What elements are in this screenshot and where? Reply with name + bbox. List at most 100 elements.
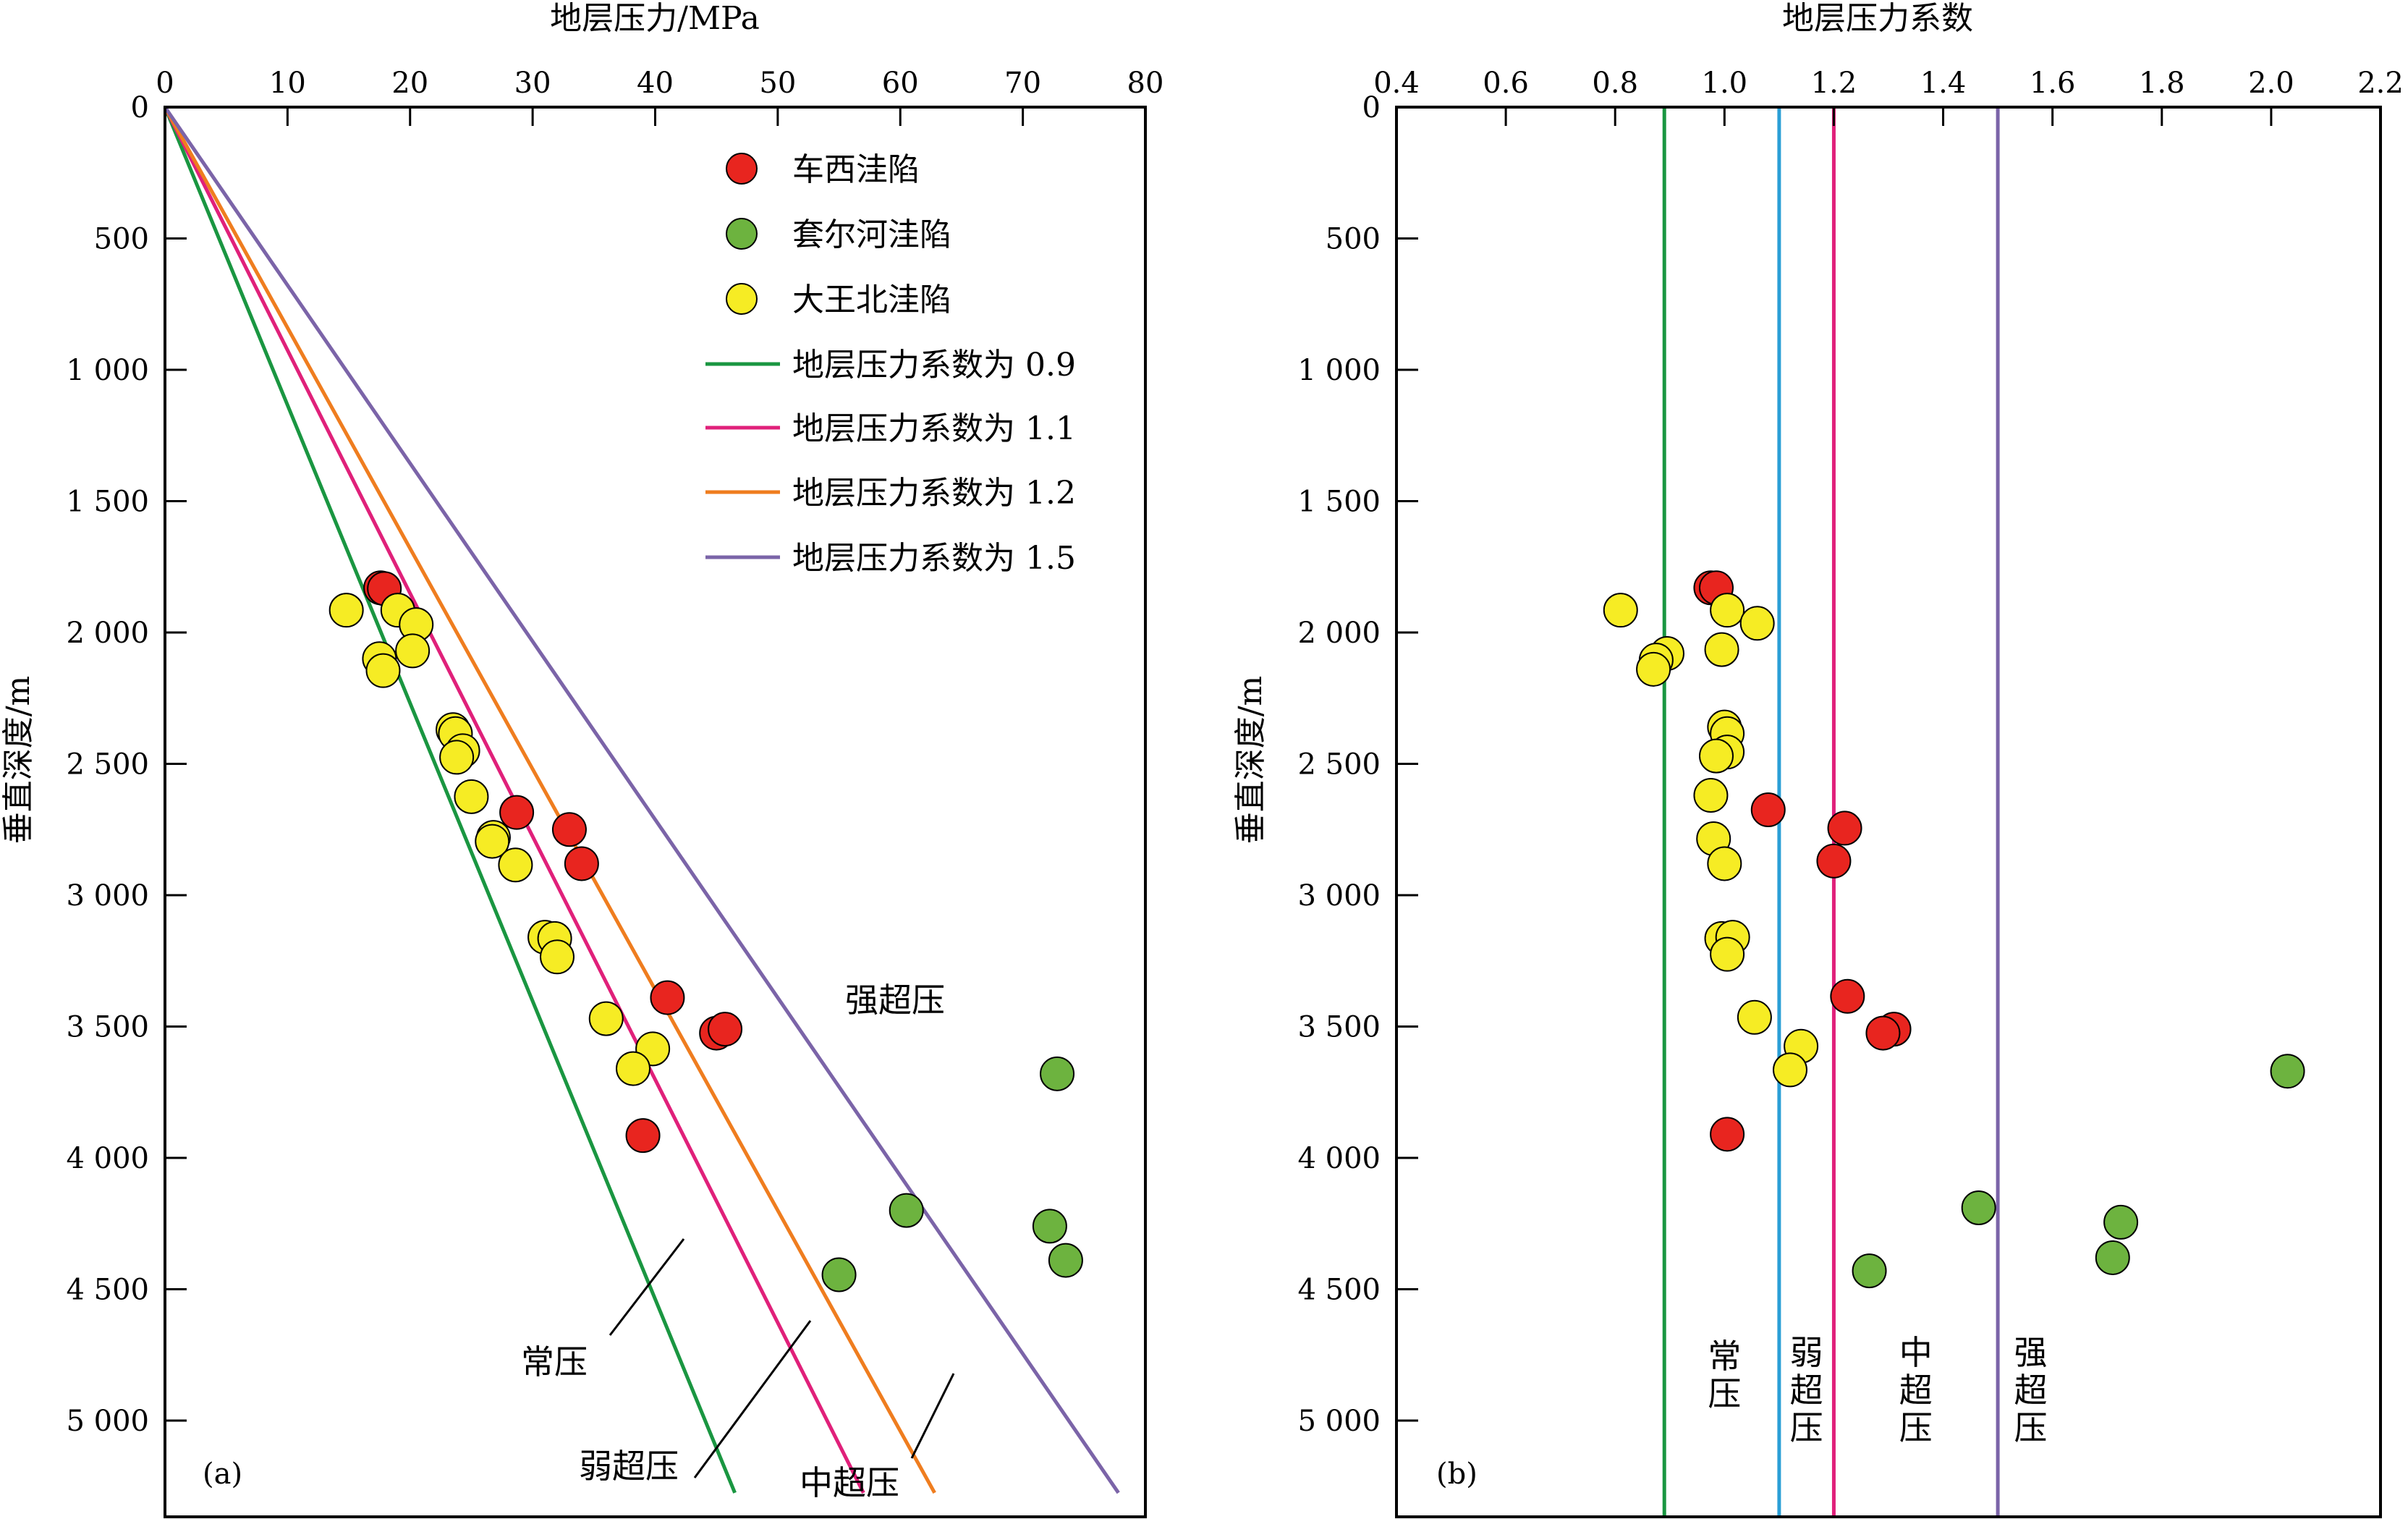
- pointer-medium: [910, 1373, 955, 1459]
- x-tick-label: 1.6: [2030, 67, 2076, 100]
- point-taoerhe: [1852, 1253, 1887, 1289]
- point-taoerhe: [1961, 1190, 1996, 1225]
- x-tick-label: 2.0: [2248, 67, 2294, 100]
- panel-b-x-ticks: 0.4 0.6 0.8 1.0 1.2 1.4 1.6 1.8 2.0 2.2: [1373, 67, 2404, 126]
- point-dawangbei: [540, 939, 575, 975]
- point-dawangbei: [616, 1051, 651, 1086]
- point-chexi: [564, 846, 599, 881]
- panel-b-y-ticks: 0 500 1 000 1 500 2 000 2 500 3 000 3 500 4 000 4…: [1297, 91, 1418, 1438]
- annot-b-normal-pressure: 常压: [1708, 1337, 1741, 1413]
- point-dawangbei: [588, 1001, 624, 1036]
- panel-b-label: (b): [1436, 1457, 1478, 1491]
- point-chexi: [499, 795, 535, 830]
- panel-b-y-title: 垂直深度/m: [1232, 676, 1269, 845]
- x-tick-label: 2.2: [2357, 67, 2404, 100]
- annot-char: 压: [2014, 1408, 2047, 1447]
- point-chexi: [551, 812, 587, 847]
- y-tick-label: 4 000: [66, 1142, 149, 1175]
- y-tick-label: 1 500: [1297, 486, 1381, 519]
- legend-label-taoerhe: 套尔河洼陷: [792, 216, 951, 253]
- point-dawangbei: [439, 740, 475, 775]
- point-chexi: [708, 1012, 743, 1047]
- y-tick-label: 5 000: [66, 1405, 149, 1438]
- annot-char: 超: [1899, 1371, 1933, 1410]
- x-tick-label: 30: [514, 67, 551, 100]
- panel-b-plot-frame: [1395, 106, 2382, 1518]
- point-dawangbei: [1739, 606, 1775, 641]
- y-tick-label: 1 500: [66, 486, 149, 519]
- annot-normal-pressure: 常压: [521, 1342, 588, 1382]
- annot-char: 超: [2014, 1371, 2047, 1410]
- point-taoerhe: [2095, 1240, 2130, 1275]
- annot-char: 超: [1790, 1371, 1823, 1410]
- annot-char: 压: [1899, 1408, 1933, 1447]
- point-chexi: [650, 980, 685, 1015]
- x-tick-label: 0.4: [1373, 67, 1420, 100]
- line-coef-0-9: [163, 106, 737, 1494]
- panel-a-y-title: 垂直深度/m: [0, 676, 37, 845]
- point-chexi: [1865, 1015, 1901, 1051]
- x-tick-label: 1.4: [1920, 67, 1967, 100]
- y-tick-label: 4 500: [1297, 1274, 1381, 1307]
- y-tick-label: 2 000: [1297, 617, 1381, 650]
- line-coef-1-5: [163, 106, 1120, 1494]
- x-tick-label: 20: [391, 67, 428, 100]
- y-tick-label: 0: [131, 91, 149, 124]
- y-tick-label: 3 500: [1297, 1011, 1381, 1044]
- x-tick-label: 40: [637, 67, 674, 100]
- y-tick-label: 3 500: [66, 1011, 149, 1044]
- annot-char: 强: [2014, 1333, 2047, 1372]
- point-dawangbei: [365, 653, 401, 688]
- point-dawangbei: [328, 593, 364, 628]
- panel-b-data-points: [1603, 570, 2305, 1289]
- point-taoerhe: [1048, 1243, 1083, 1278]
- point-dawangbei: [454, 779, 489, 814]
- y-tick-label: 4 000: [1297, 1142, 1381, 1175]
- x-tick-label: 70: [1004, 67, 1041, 100]
- panel-b: 地层压力系数 垂直深度/m 0.4 0.6 0.8 1.0 1.2 1.4 1.6 1.8 2.…: [1232, 0, 2404, 1518]
- point-chexi: [1750, 792, 1786, 828]
- annot-char: 压: [1708, 1374, 1741, 1413]
- x-tick-label: 1.8: [2139, 67, 2185, 100]
- line-coef-1-2: [163, 106, 936, 1494]
- point-dawangbei: [498, 847, 533, 883]
- point-dawangbei: [1636, 651, 1671, 687]
- annot-b-medium-overpressure: 中超压: [1899, 1333, 1933, 1447]
- y-tick-label: 1 000: [1297, 354, 1381, 387]
- pointer-weak: [693, 1320, 812, 1478]
- y-tick-label: 2 500: [1297, 748, 1381, 782]
- x-tick-label: 1.2: [1811, 67, 1857, 100]
- point-dawangbei: [1699, 738, 1734, 774]
- x-tick-label: 1.0: [1702, 67, 1748, 100]
- point-dawangbei: [1693, 778, 1729, 813]
- panel-a-label: (a): [203, 1457, 242, 1491]
- point-chexi: [1827, 811, 1862, 846]
- annot-char: 常: [1708, 1337, 1741, 1376]
- panel-b-annotations: 常压 弱超压 中超压 强超压: [1708, 1333, 2047, 1447]
- panel-a-y-ticks: 0 500 1 000 1 500 2 000 2 500 3 000 3 500 4 000 4…: [66, 91, 187, 1438]
- y-tick-label: 5 000: [1297, 1405, 1381, 1438]
- legend-label-coef-1-5: 地层压力系数为 1.5: [792, 540, 1076, 577]
- legend-label-coef-0-9: 地层压力系数为 0.9: [792, 347, 1076, 384]
- annot-char: 压: [1790, 1408, 1823, 1447]
- point-chexi: [1830, 978, 1865, 1014]
- point-dawangbei: [1707, 846, 1742, 881]
- point-taoerhe: [1040, 1056, 1075, 1091]
- point-taoerhe: [889, 1193, 924, 1228]
- panel-b-x-title: 地层压力系数: [1782, 0, 1973, 37]
- x-tick-label: 0.8: [1592, 67, 1638, 100]
- panel-a-data-points: [328, 570, 1083, 1292]
- point-chexi: [1816, 843, 1852, 879]
- y-tick-label: 0: [1362, 91, 1381, 124]
- point-dawangbei: [1710, 593, 1745, 628]
- y-tick-label: 1 000: [66, 354, 149, 387]
- y-tick-label: 4 500: [66, 1274, 149, 1307]
- x-tick-label: 10: [269, 67, 306, 100]
- annot-char: 中: [1899, 1333, 1933, 1372]
- x-tick-label: 50: [759, 67, 796, 100]
- annot-weak-overpressure: 弱超压: [579, 1447, 679, 1486]
- point-dawangbei: [475, 824, 510, 859]
- panel-a-annotations: 强超压 常压 弱超压 中超压: [521, 981, 955, 1502]
- legend-marker-chexi: [726, 153, 758, 185]
